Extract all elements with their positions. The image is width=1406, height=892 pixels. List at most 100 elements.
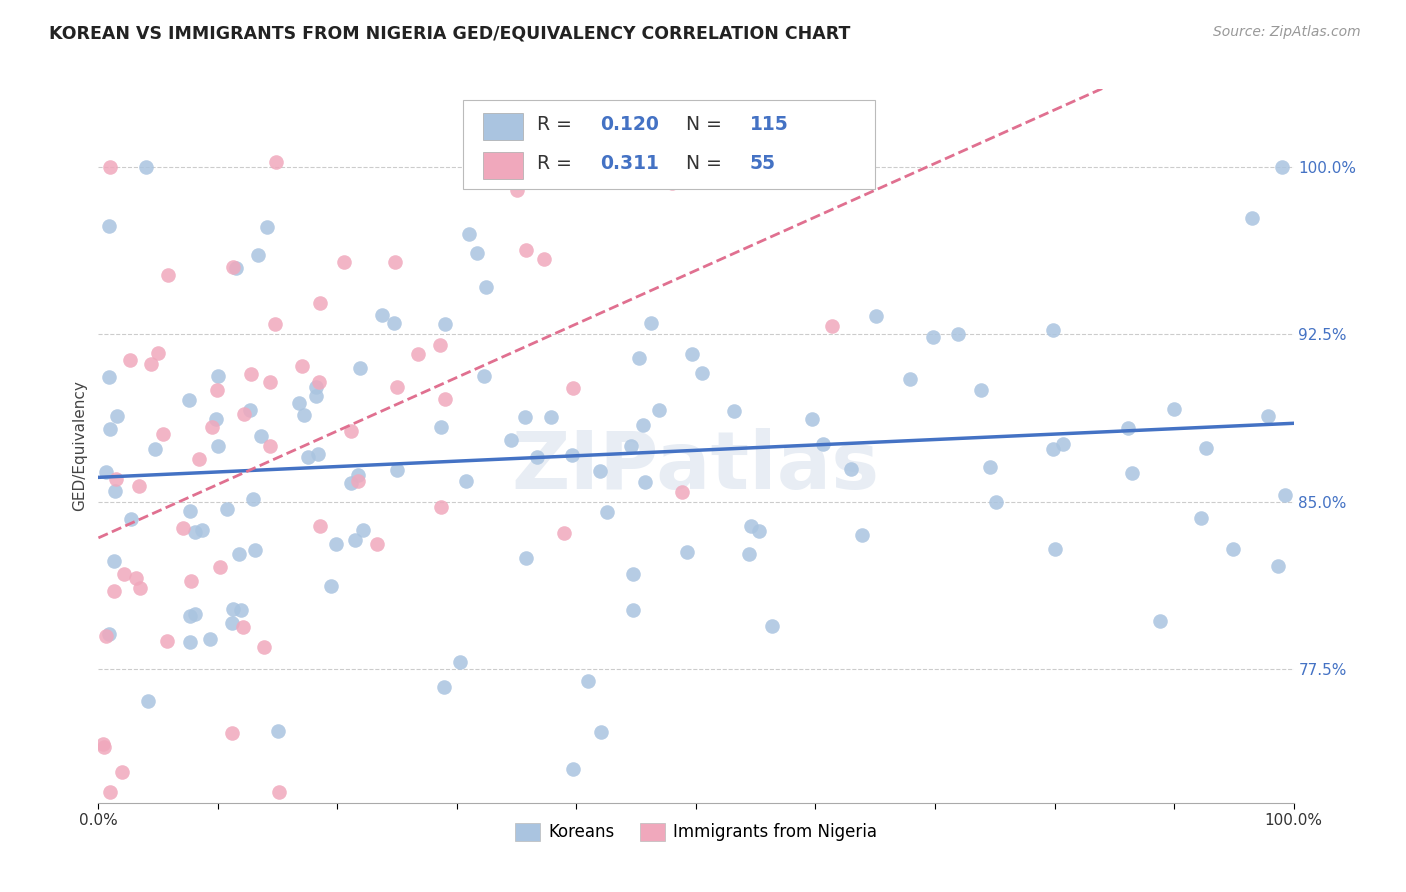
Point (433, 392, 456, 406)
Point (821, 319, 844, 334)
Point (1042, 323, 1064, 337)
Point (475, 279, 498, 293)
Point (898, 372, 921, 386)
Point (562, 381, 585, 395)
Point (128, 581, 150, 595)
Point (180, 574, 202, 588)
Point (946, 327, 969, 342)
Point (540, 409, 562, 424)
Point (264, 154, 287, 169)
Point (733, 137, 755, 152)
Point (156, 634, 179, 648)
Point (98, 627, 121, 641)
Point (589, 725, 612, 739)
Point (839, 462, 862, 476)
Point (232, 620, 254, 634)
Point (229, 603, 252, 617)
Point (984, 495, 1007, 509)
Point (152, 426, 174, 441)
Point (215, 501, 238, 516)
Point (748, 524, 770, 539)
Point (433, 680, 456, 694)
Point (449, 655, 471, 669)
Point (661, 176, 683, 190)
Point (640, 316, 662, 330)
Point (222, 601, 245, 615)
Point (125, 571, 148, 585)
Point (465, 246, 488, 260)
Point (1241, 211, 1264, 225)
Point (553, 526, 575, 541)
Point (596, 505, 619, 519)
Point (93, 739, 115, 754)
Point (98, 370, 121, 384)
Point (120, 512, 142, 526)
Point (589, 464, 612, 478)
Point (157, 268, 180, 282)
Point (1271, 160, 1294, 174)
Point (865, 310, 887, 324)
Point (221, 616, 243, 631)
Point (179, 503, 201, 517)
Point (333, 254, 356, 268)
Point (112, 567, 135, 582)
Point (429, 338, 451, 352)
Point (633, 418, 655, 433)
Point (1163, 401, 1185, 416)
Point (562, 762, 585, 776)
Point (371, 308, 394, 322)
Y-axis label: GED/Equivalency: GED/Equivalency (72, 381, 87, 511)
Point (319, 578, 342, 592)
Point (347, 474, 370, 488)
Point (385, 380, 408, 394)
Text: 115: 115 (749, 115, 789, 135)
Point (184, 607, 207, 622)
Point (267, 723, 290, 738)
Point (179, 634, 201, 648)
Point (253, 640, 276, 654)
Point (1116, 421, 1139, 435)
Text: R =: R = (537, 154, 578, 173)
Point (221, 726, 243, 740)
Point (209, 560, 232, 574)
Point (288, 395, 311, 409)
Point (648, 402, 671, 417)
Point (205, 412, 228, 426)
FancyBboxPatch shape (463, 100, 876, 189)
Point (621, 566, 644, 581)
Point (1222, 542, 1244, 557)
Point (233, 407, 256, 421)
Point (207, 369, 229, 384)
Point (533, 252, 555, 267)
Point (506, 182, 529, 196)
Point (179, 392, 201, 407)
Point (519, 157, 541, 171)
Point (304, 380, 326, 394)
Point (103, 554, 125, 568)
Point (94, 630, 117, 644)
Point (291, 359, 314, 373)
Point (433, 318, 456, 332)
Point (198, 632, 221, 647)
Point (139, 358, 162, 372)
Point (98, 422, 121, 436)
Point (264, 317, 287, 331)
Point (690, 366, 713, 380)
Point (513, 410, 536, 425)
Point (103, 484, 125, 499)
Point (305, 389, 328, 403)
Point (740, 519, 762, 533)
Point (269, 784, 291, 798)
Point (1149, 615, 1171, 629)
Point (292, 408, 315, 422)
Point (681, 347, 703, 361)
Point (1189, 511, 1212, 525)
Point (681, 158, 703, 172)
Point (222, 260, 245, 274)
Point (384, 255, 406, 269)
Point (172, 521, 194, 535)
Point (347, 468, 370, 483)
Point (205, 383, 228, 397)
Point (811, 437, 834, 451)
Point (526, 450, 548, 464)
